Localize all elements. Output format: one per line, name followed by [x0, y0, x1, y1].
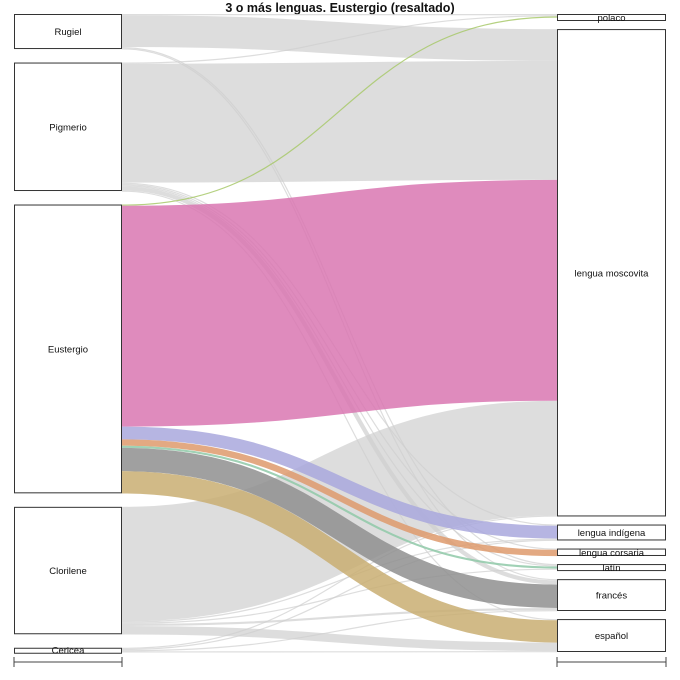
node-polaco[interactable]: polaco — [557, 13, 666, 24]
node-box-pigmerio[interactable] — [14, 62, 122, 192]
node-label-latin: latín — [603, 563, 621, 574]
node-box-lengua-indigena[interactable] — [557, 524, 666, 541]
link-eustergio-to-latin[interactable] — [121, 445, 558, 569]
node-box-espanol[interactable] — [557, 619, 666, 652]
node-box-polaco[interactable] — [557, 14, 666, 21]
link-pigmerio-to-polaco[interactable] — [121, 15, 558, 64]
node-clorilene[interactable]: Clorilene — [14, 506, 122, 635]
node-label-cericea: Cericea — [52, 645, 85, 656]
node-lengua-indigena[interactable]: lengua indígena — [557, 524, 666, 541]
node-label-espanol: español — [595, 631, 628, 642]
node-latin[interactable]: latín — [557, 563, 666, 574]
node-lengua-moscovita[interactable]: lengua moscovita — [557, 29, 666, 517]
node-label-rugiel: Rugiel — [55, 27, 82, 38]
link-clorilene-to-frances[interactable] — [121, 607, 558, 627]
node-box-frances[interactable] — [557, 579, 666, 612]
sankey-nodes: Rugiel Pigmerio Eustergio Clorilene Cericea p… — [14, 13, 666, 656]
link-eustergio-to-lengua-corsaria[interactable] — [121, 439, 558, 557]
node-box-rugiel[interactable] — [14, 14, 122, 50]
node-rugiel[interactable]: Rugiel — [14, 14, 122, 50]
node-box-eustergio[interactable] — [14, 204, 122, 494]
link-clorilene-to-lengua-moscovita[interactable] — [121, 400, 558, 622]
node-cericea[interactable]: Cericea — [14, 645, 122, 656]
node-frances[interactable]: francés — [557, 579, 666, 612]
node-label-lengua-indigena: lengua indígena — [578, 528, 646, 539]
link-clorilene-to-latin[interactable] — [121, 568, 558, 624]
node-eustergio[interactable]: Eustergio — [14, 204, 122, 494]
node-box-lengua-moscovita[interactable] — [557, 29, 666, 517]
node-box-lengua-corsaria[interactable] — [557, 548, 666, 556]
node-box-clorilene[interactable] — [14, 506, 122, 635]
link-eustergio-to-frances[interactable] — [121, 447, 558, 608]
sankey-links — [121, 13, 558, 653]
node-label-eustergio: Eustergio — [48, 344, 88, 355]
chart-title: 3 o más lenguas. Eustergio (resaltado) — [225, 1, 455, 15]
node-label-lengua-corsaria: lengua corsaria — [579, 548, 645, 559]
link-pigmerio-to-lengua-moscovita[interactable] — [121, 60, 558, 183]
link-eustergio-to-espanol[interactable] — [121, 471, 558, 643]
node-label-lengua-moscovita: lengua moscovita — [575, 268, 650, 279]
node-label-polaco: polaco — [598, 13, 626, 24]
node-label-frances: francés — [596, 591, 627, 602]
node-box-latin[interactable] — [557, 564, 666, 572]
node-box-cericea[interactable] — [14, 647, 122, 654]
link-rugiel-to-lengua-moscovita[interactable] — [121, 15, 558, 61]
node-label-clorilene: Clorilene — [49, 566, 87, 577]
link-eustergio-to-lengua-moscovita[interactable] — [121, 179, 558, 427]
column-ticks — [13, 657, 667, 667]
link-clorilene-to-lengua-indigena[interactable] — [121, 538, 558, 623]
node-pigmerio[interactable]: Pigmerio — [14, 62, 122, 192]
node-label-pigmerio: Pigmerio — [49, 122, 87, 133]
link-clorilene-to-espanol[interactable] — [121, 626, 558, 652]
link-eustergio-to-lengua-indigena[interactable] — [121, 426, 558, 539]
node-lengua-corsaria[interactable]: lengua corsaria — [557, 548, 666, 559]
link-eustergio-to-polaco[interactable] — [121, 16, 558, 206]
node-espanol[interactable]: español — [557, 619, 666, 652]
